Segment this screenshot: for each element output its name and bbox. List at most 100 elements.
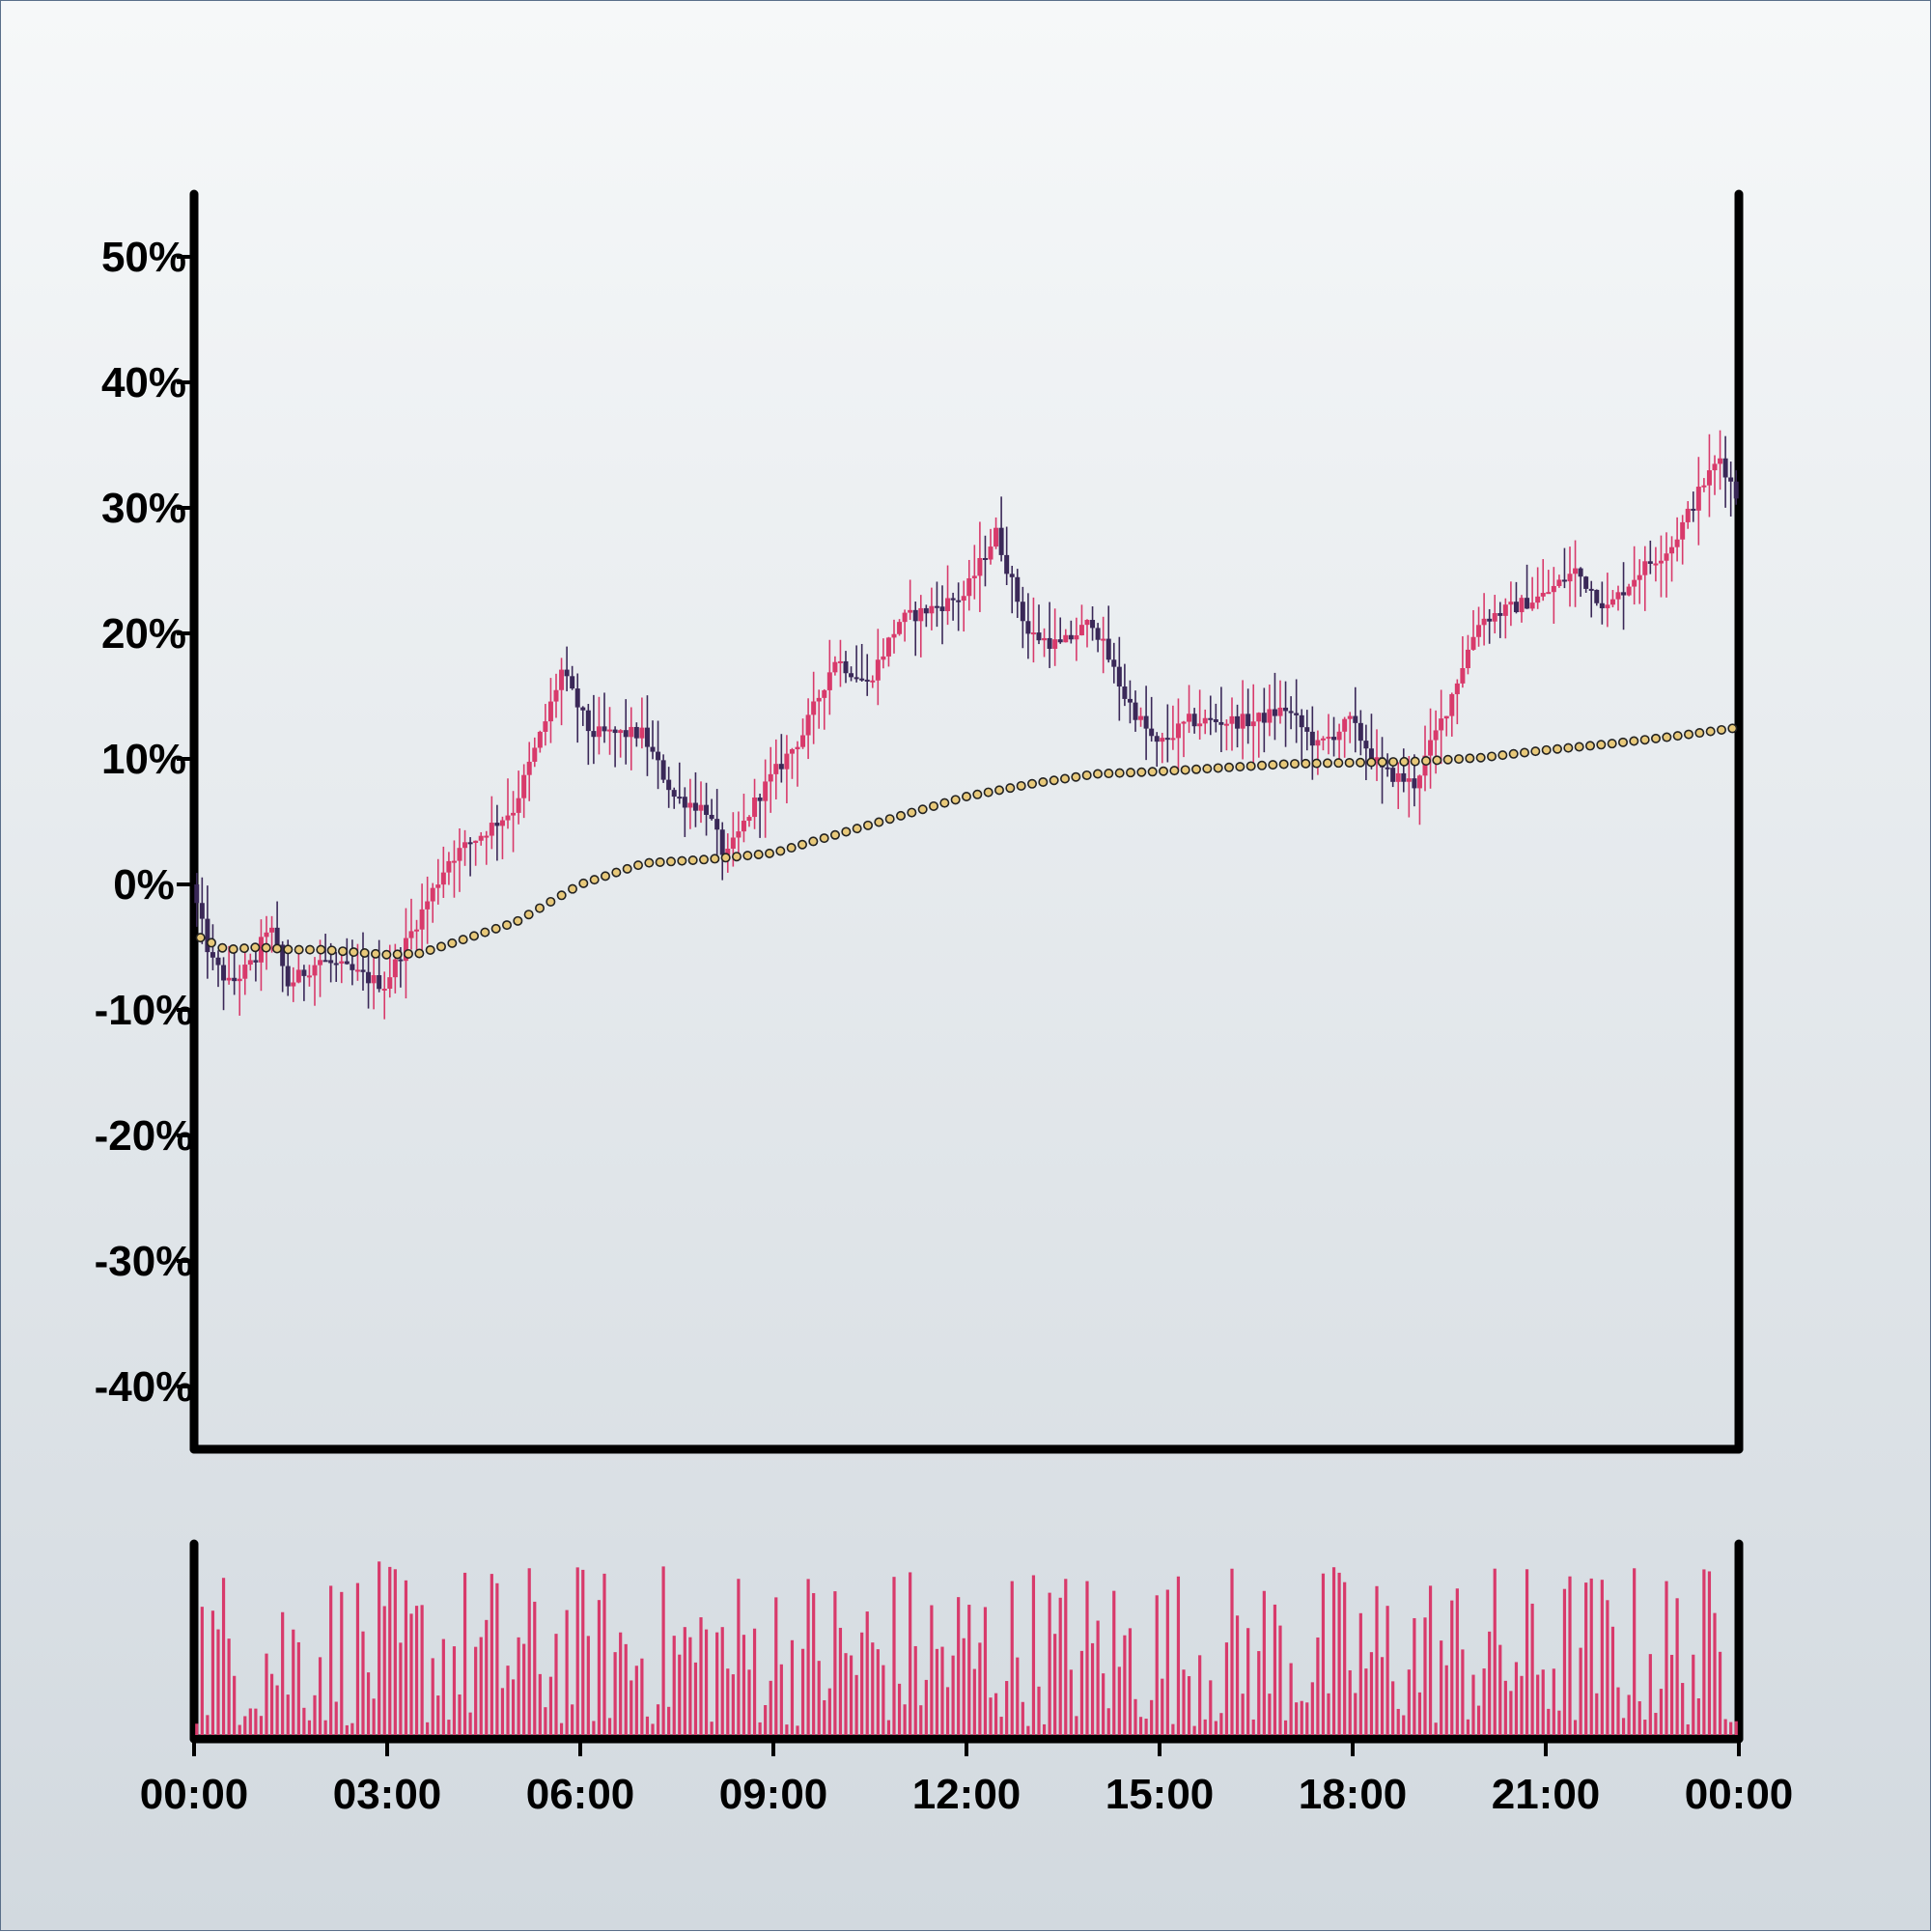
candle-body <box>1556 579 1562 586</box>
volume-bar <box>1461 1649 1465 1735</box>
candle-body <box>1218 721 1224 725</box>
ma-point <box>852 824 862 834</box>
volume-bar <box>1530 1603 1534 1735</box>
volume-bar <box>1219 1713 1223 1735</box>
volume-bar <box>238 1724 241 1735</box>
candle-body <box>553 689 559 702</box>
ma-point <box>1245 761 1256 771</box>
volume-bar <box>1692 1654 1695 1735</box>
candle-body <box>1213 718 1218 722</box>
ma-point <box>764 848 774 858</box>
volume-bar <box>490 1574 493 1735</box>
volume-bar <box>1192 1725 1196 1735</box>
candle-body <box>301 969 307 976</box>
ma-point <box>261 942 271 953</box>
candle-body <box>1718 458 1723 464</box>
volume-bar <box>1600 1580 1604 1735</box>
volume-bar <box>1096 1620 1100 1735</box>
volume-bar <box>940 1646 944 1735</box>
volume-bar <box>366 1672 371 1735</box>
volume-bar <box>559 1722 564 1735</box>
volume-bar <box>699 1617 703 1735</box>
candle-body <box>1546 592 1552 595</box>
candle-body <box>1074 635 1079 640</box>
candle-body <box>269 927 275 933</box>
ma-point <box>414 948 425 959</box>
volume-bar <box>426 1722 430 1735</box>
ma-point <box>1629 736 1639 746</box>
volume-bar <box>468 1712 472 1735</box>
volume-bar <box>479 1637 483 1735</box>
volume-bar <box>790 1639 795 1735</box>
candle-body <box>1487 618 1493 622</box>
volume-bar <box>1037 1686 1041 1735</box>
volume-bar <box>645 1716 650 1735</box>
ma-point <box>1071 771 1081 782</box>
volume-bar <box>296 1641 300 1735</box>
ma-point <box>1432 755 1442 766</box>
volume-bar <box>1643 1720 1647 1735</box>
ma-point <box>710 854 720 864</box>
volume-bar <box>1669 1654 1674 1735</box>
volume-bar <box>1713 1612 1717 1735</box>
volume-bar <box>1520 1675 1524 1735</box>
candle-body <box>387 977 393 990</box>
volume-bar <box>619 1632 623 1735</box>
volume-bar <box>919 1705 923 1735</box>
volume-bar <box>720 1627 724 1735</box>
ma-point <box>1618 737 1629 747</box>
ma-point <box>228 944 238 955</box>
candle-body <box>666 779 672 791</box>
candle-body <box>360 969 366 972</box>
candle-body <box>1261 713 1267 723</box>
volume-bar <box>1595 1693 1599 1735</box>
volume-bar <box>1268 1694 1272 1735</box>
candle-body <box>1428 740 1434 756</box>
volume-bar <box>935 1648 939 1735</box>
volume-bar <box>909 1572 912 1735</box>
ma-point <box>1159 766 1169 776</box>
candle-body <box>709 814 714 820</box>
ma-point <box>972 789 983 799</box>
ma-point <box>731 852 742 862</box>
candle-body <box>1605 604 1610 608</box>
volume-panel-frame <box>189 1539 1744 1744</box>
volume-bar <box>957 1597 961 1735</box>
volume-bar <box>302 1707 306 1735</box>
candle-body <box>1170 738 1176 741</box>
volume-bar <box>1348 1669 1352 1735</box>
volume-bar <box>897 1683 902 1735</box>
candle-body <box>859 678 865 681</box>
candle-body <box>306 975 312 978</box>
candle-body <box>1412 778 1417 789</box>
volume-bar <box>1042 1723 1047 1735</box>
candle-body <box>526 761 532 775</box>
volume-bar <box>602 1573 606 1735</box>
ma-point <box>1081 770 1092 780</box>
volume-bar <box>1305 1702 1309 1735</box>
volume-bar <box>989 1697 993 1735</box>
volume-bar <box>522 1643 526 1735</box>
ma-point <box>950 795 961 805</box>
volume-bar <box>1203 1719 1207 1735</box>
volume-bar <box>275 1685 279 1735</box>
candle-body <box>1390 768 1396 782</box>
candle-body <box>274 927 280 945</box>
candle-body <box>467 842 473 845</box>
volume-bar <box>1385 1606 1389 1735</box>
ma-point <box>1585 741 1596 751</box>
volume-bar <box>1165 1589 1169 1735</box>
volume-bar <box>913 1645 917 1735</box>
candle-body <box>559 669 565 690</box>
volume-bar <box>1723 1719 1727 1735</box>
candle-body <box>1615 592 1621 600</box>
volume-bar <box>1230 1568 1234 1735</box>
volume-bar <box>993 1693 998 1735</box>
candle-body <box>516 798 521 813</box>
volume-bar <box>823 1699 826 1735</box>
candle-body <box>1642 561 1648 575</box>
candle-body <box>682 797 687 808</box>
volume-bar <box>1337 1572 1341 1735</box>
volume-bar <box>533 1601 537 1735</box>
candle-body <box>1250 721 1256 727</box>
